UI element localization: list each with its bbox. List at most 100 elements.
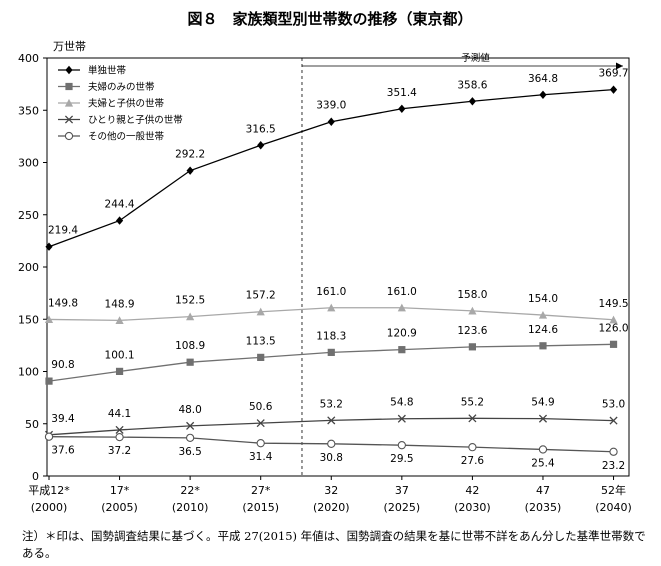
data-point (185, 433, 195, 443)
data-label: 36.5 (178, 446, 201, 458)
y-tick-label: 250 (18, 209, 39, 222)
data-point (609, 447, 618, 456)
x-tick-label: 52年 (601, 483, 626, 497)
data-point (609, 416, 618, 425)
data-point (398, 346, 406, 354)
x-tick-label: 17* (110, 484, 130, 497)
data-label: 31.4 (249, 451, 273, 463)
data-label: 123.6 (457, 325, 487, 337)
data-point (256, 419, 265, 428)
data-point (538, 310, 548, 319)
x-tick-label-year: (2030) (454, 501, 491, 514)
data-point (256, 439, 265, 448)
data-label: 157.2 (246, 290, 276, 302)
legend-label: 夫婦のみの世帯 (88, 81, 155, 93)
data-point (468, 343, 477, 351)
data-point (44, 315, 54, 324)
x-tick-label: 22* (180, 484, 200, 497)
data-point (327, 416, 336, 425)
data-label: 29.5 (390, 453, 413, 465)
data-point (538, 445, 548, 454)
data-point (538, 414, 548, 423)
x-tick-label: 平成12* (28, 484, 70, 497)
data-label: 37.2 (108, 445, 131, 457)
chart-title: 図８ 家族類型別世帯数の推移（東京都） (187, 10, 472, 28)
y-tick-label: 200 (18, 261, 39, 274)
x-tick-label-year: (2040) (595, 501, 632, 514)
data-label: 39.4 (51, 413, 75, 425)
data-point (115, 367, 124, 375)
x-tick-label-year: (2000) (31, 501, 68, 514)
data-label: 154.0 (528, 293, 558, 305)
data-point (45, 242, 53, 251)
data-point (186, 358, 194, 366)
data-label: 55.2 (461, 396, 484, 408)
data-label: 148.9 (105, 298, 135, 310)
x-tick-label: 27* (251, 484, 271, 497)
data-point (327, 303, 336, 312)
y-tick-label: 400 (18, 52, 39, 65)
data-point (609, 85, 618, 94)
data-label: 149.8 (48, 297, 78, 309)
data-label: 48.0 (178, 404, 201, 416)
data-label: 351.4 (387, 87, 417, 99)
x-tick-label: 32 (324, 484, 338, 497)
x-tick-label-year: (2035) (525, 501, 562, 514)
legend-marker (64, 131, 74, 141)
data-label: 244.4 (105, 199, 135, 211)
data-label: 90.8 (51, 359, 74, 371)
x-tick-label-year: (2010) (172, 501, 209, 514)
data-label: 124.6 (528, 324, 558, 336)
data-point (327, 439, 336, 448)
data-point (115, 432, 124, 442)
y-tick-label: 350 (18, 104, 39, 117)
data-label: 316.5 (246, 123, 276, 135)
data-label: 30.8 (320, 452, 343, 464)
data-label: 113.5 (246, 335, 276, 347)
data-label: 152.5 (175, 295, 205, 307)
data-label: 44.1 (108, 408, 131, 420)
data-point (115, 316, 124, 324)
data-label: 161.0 (387, 286, 417, 298)
data-point (45, 377, 53, 385)
x-tick-label-year: (2005) (101, 501, 138, 514)
data-point (115, 216, 124, 225)
data-label: 25.4 (531, 457, 555, 469)
y-axis-label: 万世帯 (53, 40, 86, 53)
data-label: 358.6 (457, 79, 487, 91)
x-tick-label: 42 (465, 484, 479, 497)
data-label: 53.2 (320, 398, 343, 410)
data-label: 27.6 (461, 455, 485, 467)
data-point (397, 303, 406, 312)
data-label: 108.9 (175, 340, 205, 352)
x-tick-label: 37 (395, 484, 409, 497)
data-label: 100.1 (105, 349, 135, 361)
data-point (186, 166, 194, 175)
legend-label: ひとり親と子供の世帯 (88, 114, 183, 126)
x-tick-label-year: (2020) (313, 501, 350, 514)
data-point (468, 443, 477, 452)
data-point (256, 307, 265, 316)
y-tick-label: 0 (32, 470, 39, 483)
data-point (186, 312, 195, 321)
data-label: 126.0 (599, 322, 629, 334)
data-point (609, 340, 618, 348)
data-point (327, 348, 335, 356)
legend-label: 夫婦と子供の世帯 (88, 98, 165, 110)
data-point (398, 104, 406, 113)
x-tick-label: 47 (536, 484, 550, 497)
data-point (115, 425, 124, 434)
y-tick-label: 50 (25, 418, 39, 431)
y-tick-label: 150 (18, 313, 39, 326)
data-label: 161.0 (316, 286, 346, 298)
data-point (327, 117, 335, 126)
data-point (609, 315, 618, 324)
legend-label: その他の一般世帯 (88, 131, 165, 143)
x-tick-label-year: (2025) (384, 501, 421, 514)
data-point (257, 353, 265, 361)
data-label: 23.2 (602, 460, 625, 472)
data-label: 219.4 (48, 225, 78, 237)
data-point (257, 141, 265, 150)
data-label: 369.7 (599, 68, 629, 80)
